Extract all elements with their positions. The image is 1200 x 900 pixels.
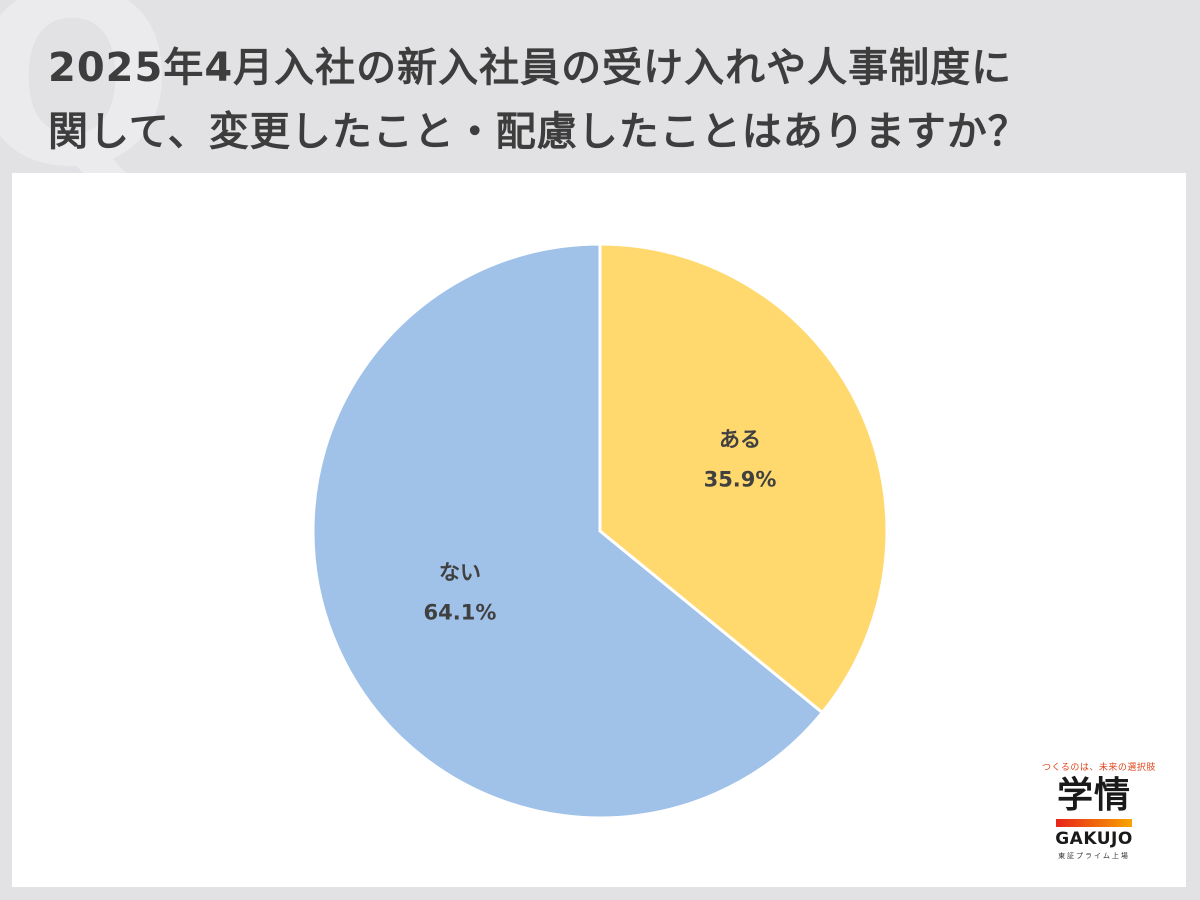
pie-slice-1 [311, 242, 825, 820]
background-q-decoration: Q [0, 0, 175, 220]
pie-chart: ある 35.9% ない 64.1% [311, 242, 889, 820]
slice-value-label-1: 64.1% [424, 600, 497, 624]
slice-label-1: ない [439, 560, 481, 584]
title-line-2: 関して、変更したこと・配慮したことはありますか？ [48, 109, 1029, 155]
chart-panel: ある 35.9% ない 64.1% つくるのは、未来の選択肢 学情 GAKUJO 東証… [12, 173, 1186, 887]
pie-slice-0 [598, 242, 889, 715]
page-title: 2025年4月入社の新入社員の受け入れや人事制度に 関して、変更したこと・配慮し… [48, 36, 1168, 164]
logo-sub: 東証プライム上場 [1058, 852, 1130, 860]
logo-color-bar [1056, 819, 1132, 827]
title-line-1: 2025年4月入社の新入社員の受け入れや人事制度に [48, 45, 1013, 91]
gakujo-logo: つくるのは、未来の選択肢 学情 GAKUJO 東証プライム上場 [1042, 760, 1156, 861]
logo-kanji: 学情 [1056, 775, 1131, 816]
logo-roman: GAKUJO [1055, 829, 1133, 849]
logo-tagline: つくるのは、未来の選択肢 [1042, 763, 1156, 773]
slice-label-0: ある [719, 428, 761, 452]
slice-value-label-0: 35.9% [704, 468, 777, 492]
